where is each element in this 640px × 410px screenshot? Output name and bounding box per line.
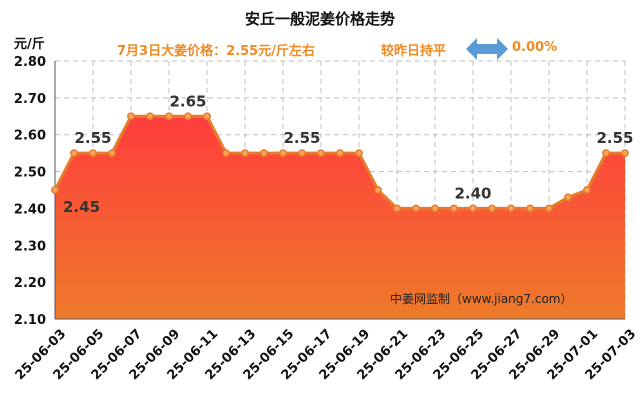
data-point bbox=[431, 204, 439, 213]
data-point bbox=[89, 149, 97, 158]
data-point bbox=[621, 149, 629, 158]
data-point bbox=[203, 112, 211, 121]
compare-text: 较昨日持平 bbox=[381, 44, 447, 59]
y-tick-label: 2.20 bbox=[14, 276, 46, 291]
data-label: 2.55 bbox=[283, 129, 320, 147]
data-point bbox=[412, 204, 420, 213]
data-point bbox=[146, 112, 154, 121]
data-point bbox=[51, 186, 59, 194]
data-label: 2.45 bbox=[63, 198, 100, 216]
data-point bbox=[165, 112, 173, 121]
data-point bbox=[564, 193, 572, 202]
data-label: 2.55 bbox=[596, 129, 633, 147]
data-markers bbox=[51, 112, 629, 213]
arrow-shape bbox=[466, 38, 508, 60]
data-point bbox=[70, 149, 78, 158]
data-point bbox=[355, 149, 363, 158]
chart-title: 安丘一般泥姜价格走势 bbox=[244, 10, 395, 28]
y-tick-label: 2.40 bbox=[14, 202, 46, 217]
y-axis-unit-label: 元/斤 bbox=[14, 37, 45, 52]
change-percent: 0.00% bbox=[512, 40, 558, 55]
data-label: 2.40 bbox=[454, 184, 491, 202]
data-point bbox=[108, 149, 116, 158]
data-point bbox=[526, 204, 534, 213]
data-point bbox=[583, 186, 591, 194]
data-point bbox=[260, 149, 268, 158]
price-area-fill bbox=[55, 116, 625, 319]
y-tick-label: 2.60 bbox=[14, 129, 46, 144]
y-tick-label: 2.50 bbox=[14, 166, 46, 181]
data-point bbox=[241, 149, 249, 158]
data-point bbox=[127, 112, 135, 121]
data-point bbox=[450, 204, 458, 213]
data-point bbox=[469, 204, 477, 213]
data-point bbox=[184, 112, 192, 121]
data-point bbox=[602, 149, 610, 158]
data-point bbox=[393, 204, 401, 213]
data-label: 2.55 bbox=[74, 129, 111, 147]
price-summary-bar: 7月3日大姜价格：2.55元/斤左右 较昨日持平 0.00% bbox=[0, 37, 640, 61]
data-point bbox=[222, 149, 230, 158]
y-tick-label: 2.10 bbox=[14, 313, 46, 328]
left-right-arrow-icon bbox=[466, 37, 508, 65]
data-point bbox=[279, 149, 287, 158]
y-tick-label: 2.70 bbox=[14, 92, 46, 107]
data-point bbox=[545, 204, 553, 213]
data-point bbox=[507, 204, 515, 213]
data-point bbox=[488, 204, 496, 213]
data-label: 2.65 bbox=[169, 92, 206, 110]
y-tick-labels: 2.10 2.20 2.30 2.40 2.50 2.60 2.70 2.80 bbox=[14, 55, 46, 328]
data-point bbox=[298, 149, 306, 158]
y-tick-label: 2.30 bbox=[14, 239, 46, 254]
data-labels: 2.45 2.55 2.65 2.55 2.40 2.55 bbox=[63, 92, 634, 216]
price-summary-text: 7月3日大姜价格：2.55元/斤左右 bbox=[117, 44, 315, 59]
watermark-text: 中姜网监制（www.jiang7.com） bbox=[390, 291, 572, 306]
y-tick-label: 2.80 bbox=[14, 55, 46, 70]
data-point bbox=[374, 186, 382, 194]
data-point bbox=[336, 149, 344, 158]
x-tick-labels: 25-06-0325-06-0525-06-0725-06-0925-06-11… bbox=[13, 327, 640, 384]
data-point bbox=[317, 149, 325, 158]
